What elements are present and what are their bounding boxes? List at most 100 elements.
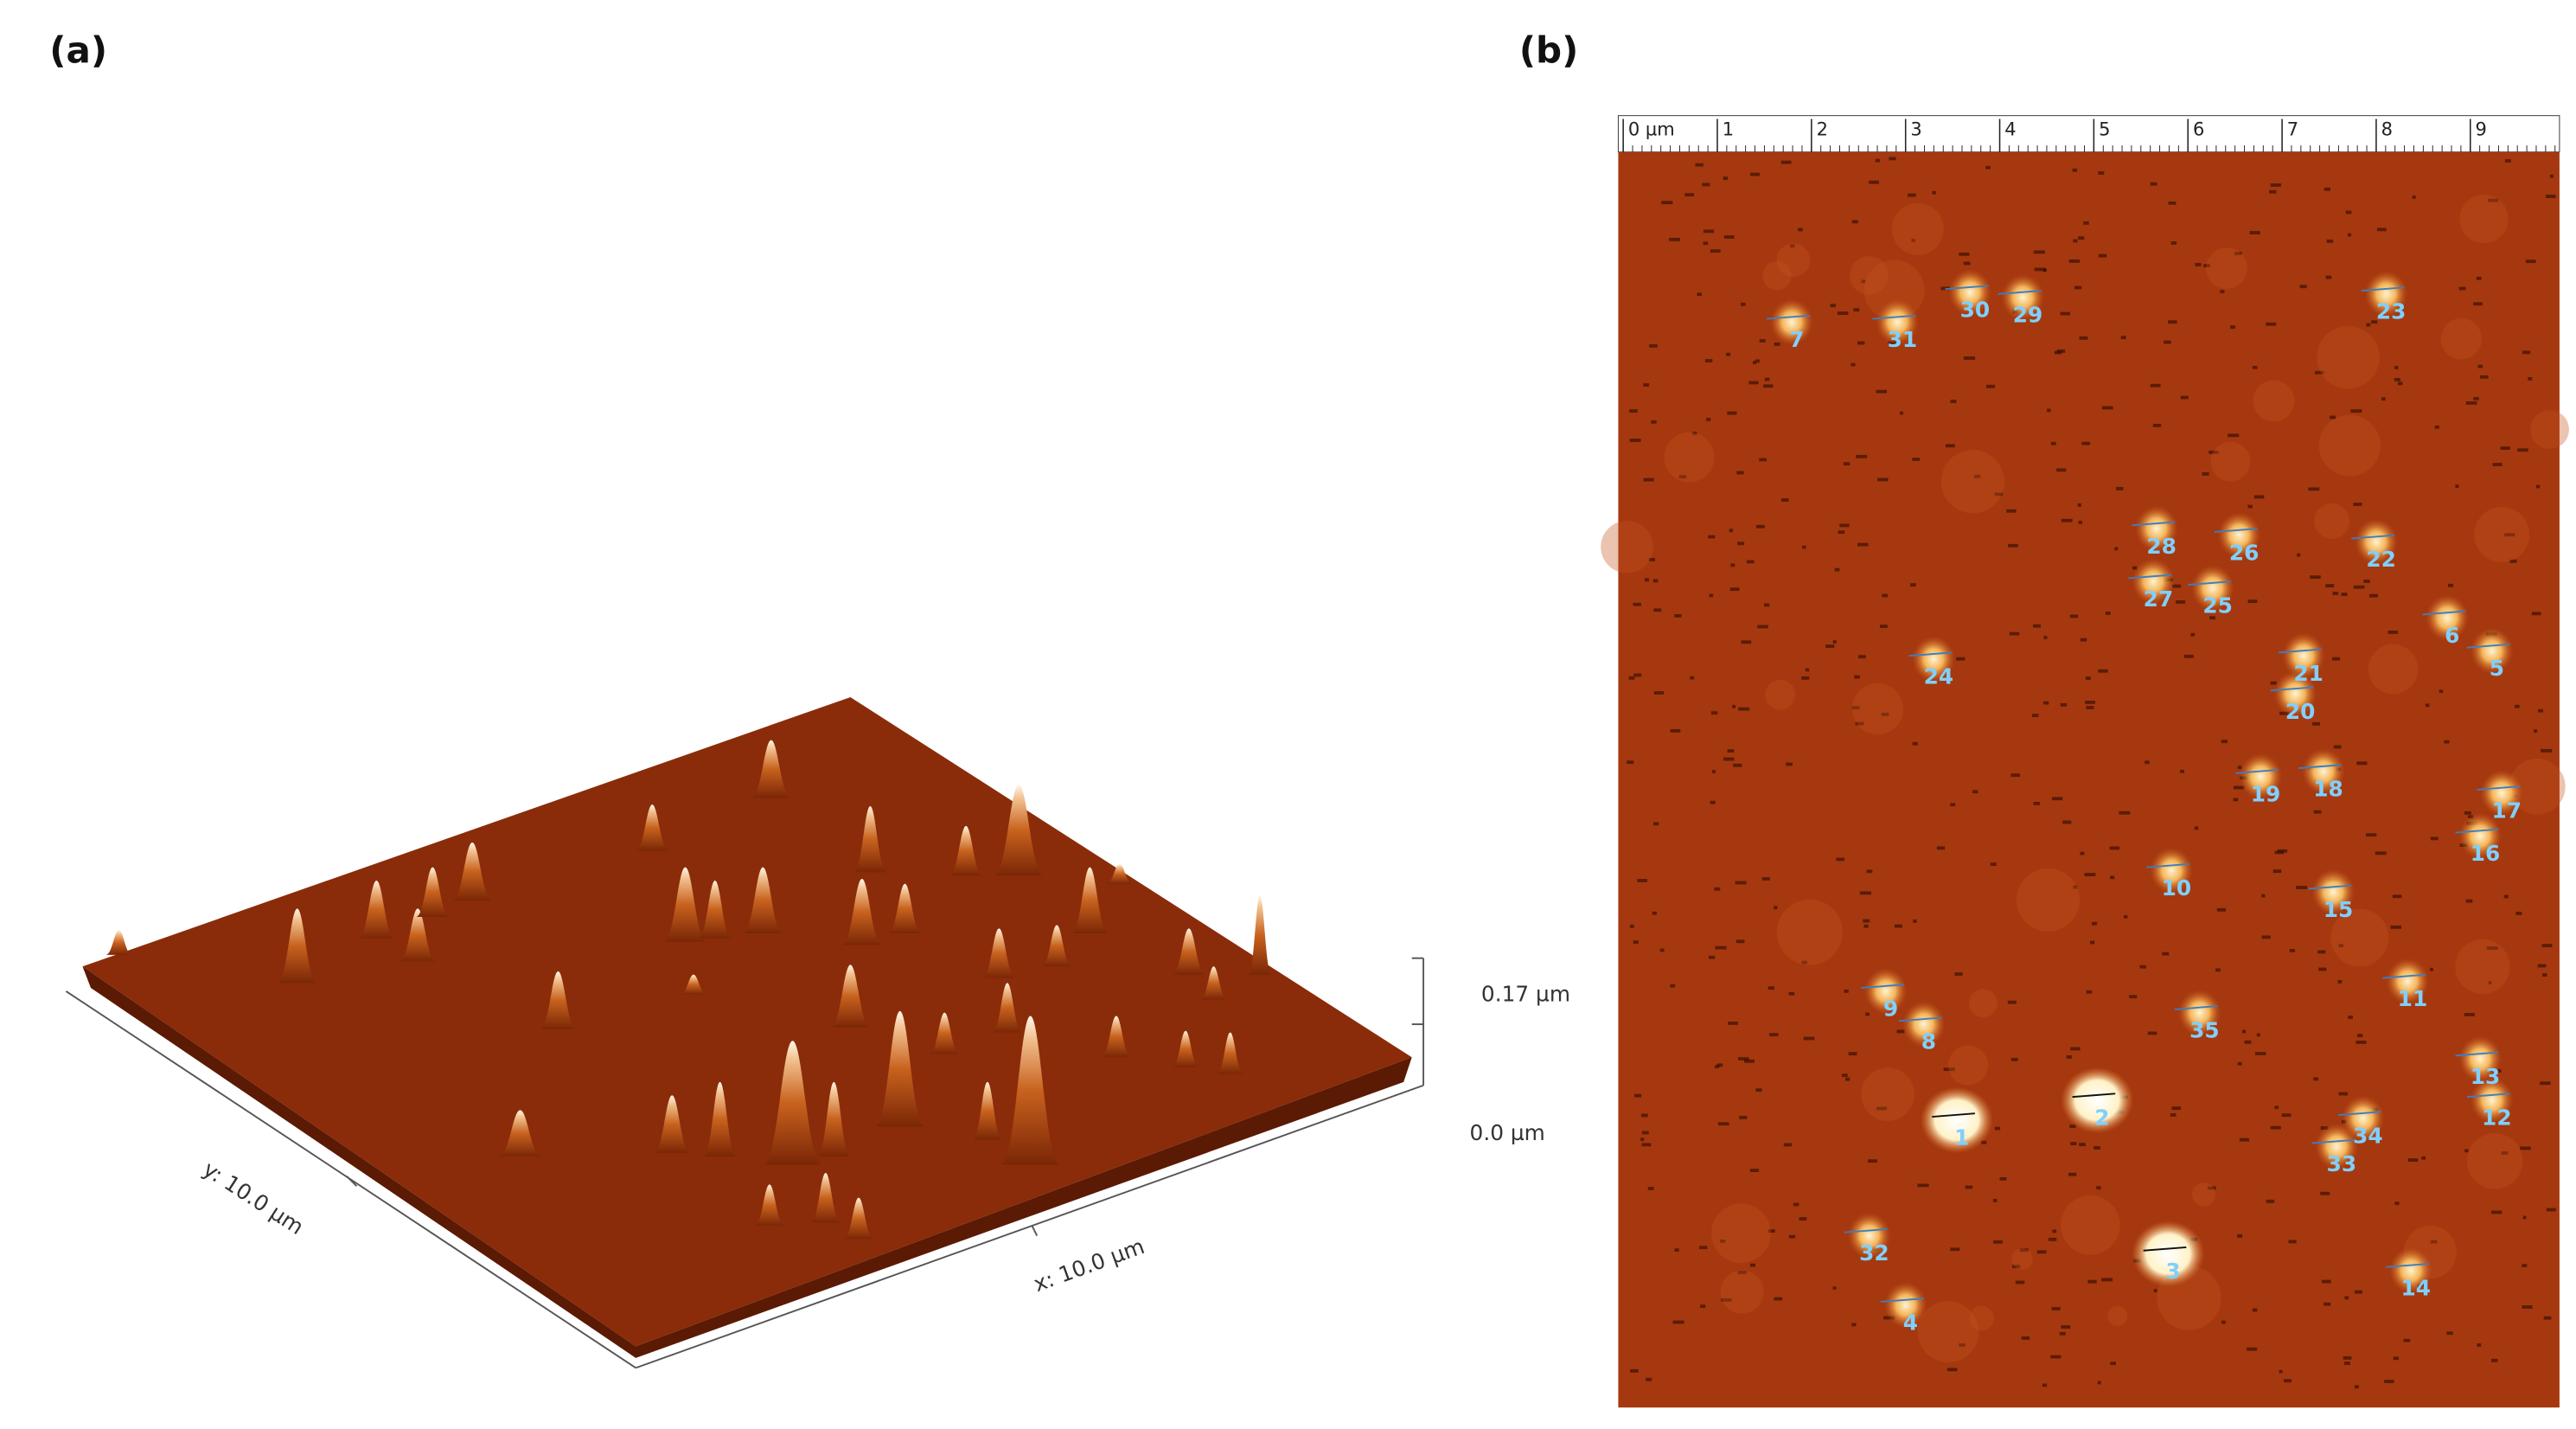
noise: [2086, 990, 2093, 994]
haze: [1776, 243, 1811, 278]
noise: [1629, 439, 1641, 442]
noise: [1965, 1185, 1973, 1189]
noise: [1670, 984, 1676, 988]
noise: [1716, 1063, 1723, 1067]
noise: [2139, 964, 2146, 969]
noise: [2311, 721, 2321, 726]
noise: [2033, 801, 2040, 805]
noise: [1783, 1143, 1793, 1147]
noise: [1869, 180, 1879, 184]
noise: [1912, 741, 1918, 746]
noise: [2488, 981, 2492, 985]
noise: [2120, 336, 2126, 340]
noise: [1641, 1131, 1649, 1135]
noise: [2237, 1234, 2243, 1238]
peak: [636, 804, 669, 851]
particle-label: 16: [2471, 841, 2501, 866]
particle: [2150, 847, 2193, 894]
peak: [1200, 966, 1227, 1000]
noise: [2208, 1186, 2216, 1190]
noise: [2056, 349, 2066, 353]
particle: [2389, 1246, 2432, 1294]
x-axis-label: x: 10.0 µm: [1030, 1234, 1147, 1297]
noise: [2314, 370, 2324, 375]
noise: [2465, 899, 2473, 903]
haze: [2206, 247, 2247, 289]
profile-line: [2132, 521, 2176, 527]
noise: [1900, 411, 1903, 415]
noise: [1702, 183, 1710, 187]
haze: [2317, 325, 2380, 389]
noise: [2220, 290, 2225, 293]
peak: [810, 1172, 841, 1223]
haze: [2017, 868, 2081, 932]
noise: [2381, 397, 2386, 401]
noise: [1936, 846, 1946, 850]
noise: [1843, 462, 1851, 466]
peak: [992, 983, 1023, 1033]
noise: [1710, 800, 1716, 804]
noise: [1746, 560, 1755, 564]
noise: [1749, 172, 1760, 176]
particle-label: 5: [2490, 656, 2504, 681]
noise: [2345, 210, 2352, 215]
noise: [1652, 911, 1657, 915]
noise: [1755, 359, 1760, 363]
noise: [2087, 1279, 2097, 1284]
noise: [1723, 757, 1735, 761]
noise: [2074, 285, 2082, 290]
noise: [2244, 1040, 2252, 1044]
noise: [2215, 968, 2221, 972]
peak: [743, 867, 783, 934]
noise: [2332, 592, 2339, 595]
noise: [2504, 159, 2511, 163]
peak: [1248, 895, 1272, 975]
profile-line: [2146, 862, 2190, 868]
particle: [2135, 505, 2178, 552]
particle-label: 11: [2398, 986, 2428, 1011]
noise: [1859, 891, 1872, 895]
noise: [2535, 484, 2541, 489]
noise: [2397, 381, 2403, 386]
ruler-label: 7: [2287, 119, 2298, 140]
haze: [2467, 1132, 2523, 1189]
noise: [2098, 171, 2105, 175]
noise: [2129, 995, 2138, 999]
noise: [2421, 1156, 2426, 1160]
particle-label: 4: [1903, 1310, 1918, 1335]
noise: [1854, 675, 1860, 679]
profile-line: [2422, 610, 2466, 616]
noise: [2164, 340, 2171, 344]
noise: [2464, 811, 2471, 815]
noise: [1715, 945, 1727, 950]
noise: [2392, 894, 2402, 899]
noise: [2407, 1158, 2419, 1162]
noise: [2543, 1316, 2552, 1320]
noise: [1627, 760, 1634, 765]
noise: [1992, 1199, 1998, 1202]
peak: [698, 880, 732, 939]
ruler-label: 8: [2381, 119, 2393, 140]
noise: [2549, 174, 2554, 178]
noise: [2394, 1202, 2400, 1206]
noise: [1733, 763, 1742, 767]
noise: [1877, 477, 1889, 482]
noise: [2480, 375, 2489, 379]
noise: [1637, 879, 1647, 882]
noise: [2256, 1033, 2260, 1037]
haze: [2318, 414, 2381, 477]
noise: [2221, 1320, 2226, 1324]
noise: [1761, 877, 1770, 881]
noise: [1649, 344, 1658, 348]
peaks: [105, 740, 1272, 1240]
particle-label: 35: [2189, 1017, 2220, 1042]
noise: [2503, 894, 2509, 899]
noise: [2486, 946, 2498, 950]
noise: [2086, 706, 2094, 709]
particle: [2480, 769, 2523, 817]
noise: [1695, 163, 1703, 167]
noise: [2531, 612, 2541, 616]
noise: [2344, 1296, 2349, 1300]
noise: [2252, 365, 2258, 369]
noise: [2097, 1381, 2101, 1385]
